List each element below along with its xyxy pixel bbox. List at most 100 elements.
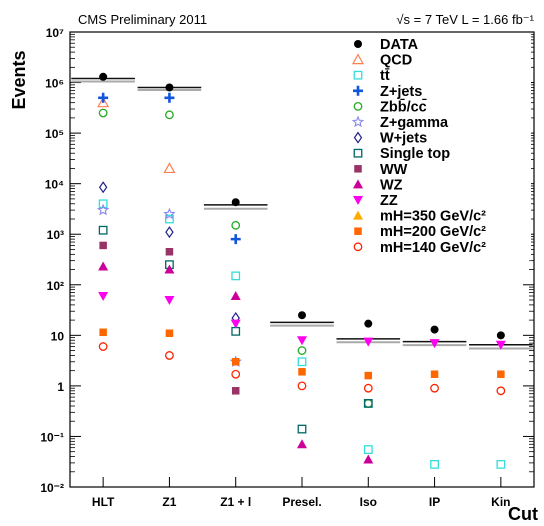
x-tick-label: Presel. (282, 495, 321, 509)
y-tick-label: 1 (57, 380, 64, 394)
y-tick-label: 10⁻² (40, 481, 64, 495)
legend-label: WZ (380, 177, 403, 193)
x-tick-label: Kin (491, 495, 510, 509)
marker-mh-140-gev-c (297, 381, 307, 391)
legend-marker (353, 131, 363, 144)
marker-mh-140-gev-c (496, 386, 506, 396)
marker-wz (230, 290, 241, 300)
marker-data (430, 325, 439, 334)
marker-data (165, 83, 174, 92)
marker-z-jets (230, 234, 241, 245)
y-tick-label: 10⁷ (46, 26, 64, 40)
marker-zz (429, 339, 440, 349)
x-tick-label: Z1 + l (220, 495, 251, 509)
marker-wz (164, 264, 175, 274)
marker-tt (496, 459, 506, 469)
header-right: √s = 7 TeV L = 1.66 fb⁻¹ (396, 12, 534, 27)
legend-label: Zbb̄/cc̄ (380, 98, 427, 116)
x-axis-title: Cut (508, 504, 538, 524)
marker-zbb-cc (165, 110, 174, 120)
marker-zbb-cc (297, 346, 307, 355)
marker-ww (165, 248, 174, 256)
legend-marker (351, 115, 365, 128)
legend-label: mH=350 GeV/c² (380, 209, 486, 225)
marker-mh-200-gev-c (298, 368, 306, 376)
legend-marker (353, 196, 363, 205)
data-markers (97, 72, 506, 469)
y-tick-label: 10⁴ (45, 178, 64, 192)
marker-zz (98, 291, 109, 301)
legend-marker (354, 165, 362, 173)
axis-ticks: 10⁻² 10⁻¹ 1 10 10² 10³ 10⁴ 10⁵ 10⁶ 10⁷ HLT Z1 Z1 + l… (40, 26, 534, 509)
x-tick-label: HLT (92, 495, 115, 509)
marker-zz (230, 319, 241, 329)
marker-wz (98, 261, 109, 271)
marker-w-jets (98, 181, 108, 194)
y-tick-label: 10⁵ (45, 127, 64, 141)
y-tick-label: 10⁻¹ (40, 430, 64, 444)
legend-background (346, 34, 531, 261)
marker-z-jets (164, 92, 175, 103)
legend-label: tt̄ (380, 67, 390, 84)
y-tick-label: 10² (47, 279, 64, 293)
marker-tt (363, 445, 373, 454)
legend-marker (353, 70, 363, 80)
legend-marker (353, 210, 363, 220)
legend-label: WW (380, 162, 408, 178)
legend-label: Z+jets (380, 84, 422, 100)
marker-wz (363, 454, 374, 464)
marker-zbb-cc (98, 108, 108, 118)
marker-z-gamma (163, 207, 176, 220)
marker-data (298, 311, 306, 320)
y-axis-title: Events (9, 50, 29, 109)
legend-marker (353, 85, 363, 96)
marker-mh-140-gev-c (231, 369, 241, 379)
marker-mh-200-gev-c (231, 358, 240, 366)
marker-mh-200-gev-c (364, 371, 373, 380)
marker-data (496, 331, 505, 340)
marker-zbb-cc (231, 220, 241, 230)
marker-tt (430, 459, 439, 469)
legend-marker (354, 227, 362, 235)
marker-data (364, 319, 373, 328)
marker-mh-140-gev-c (98, 342, 108, 351)
marker-z-gamma (97, 203, 110, 216)
marker-zz (363, 337, 374, 347)
marker-ww (99, 241, 107, 250)
marker-mh-140-gev-c (363, 383, 373, 393)
x-tick-label: Iso (360, 495, 377, 509)
marker-tt (98, 199, 108, 209)
x-tick-label: Z1 (162, 495, 176, 509)
header-left: CMS Preliminary 2011 (78, 12, 207, 27)
y-tick-label: 10 (51, 329, 65, 343)
marker-z-jets (98, 92, 109, 103)
x-tick-label: IP (429, 495, 440, 509)
legend-label: mH=140 GeV/c² (380, 240, 486, 256)
marker-data (99, 72, 108, 81)
marker-tt (231, 271, 241, 281)
legend-marker (353, 102, 363, 111)
legend: DATAQCDtt̄Z+jetsZbb̄/cc̄Z+gammaW+jetsSin… (346, 34, 531, 261)
marker-zz (164, 295, 175, 305)
marker-wz (297, 439, 307, 449)
marker-single-top (363, 399, 373, 408)
marker-data (231, 198, 240, 207)
y-tick-label: 10⁶ (45, 77, 64, 91)
marker-mh-200-gev-c (165, 329, 174, 337)
legend-label: DATA (380, 37, 419, 53)
marker-tt (297, 357, 307, 367)
marker-mh-200-gev-c (99, 328, 107, 337)
marker-single-top (297, 424, 307, 434)
legend-label: Z+gamma (380, 115, 449, 131)
marker-w-jets (165, 226, 174, 239)
y-tick-label: 10³ (47, 228, 64, 242)
marker-zz (495, 340, 506, 350)
marker-mh-140-gev-c (430, 383, 439, 393)
legend-label: W+jets (380, 131, 427, 147)
legend-marker (351, 53, 365, 65)
marker-mh-140-gev-c (165, 351, 174, 360)
marker-mh-200-gev-c (430, 370, 439, 378)
marker-qcd (163, 162, 176, 174)
legend-marker (353, 148, 363, 158)
